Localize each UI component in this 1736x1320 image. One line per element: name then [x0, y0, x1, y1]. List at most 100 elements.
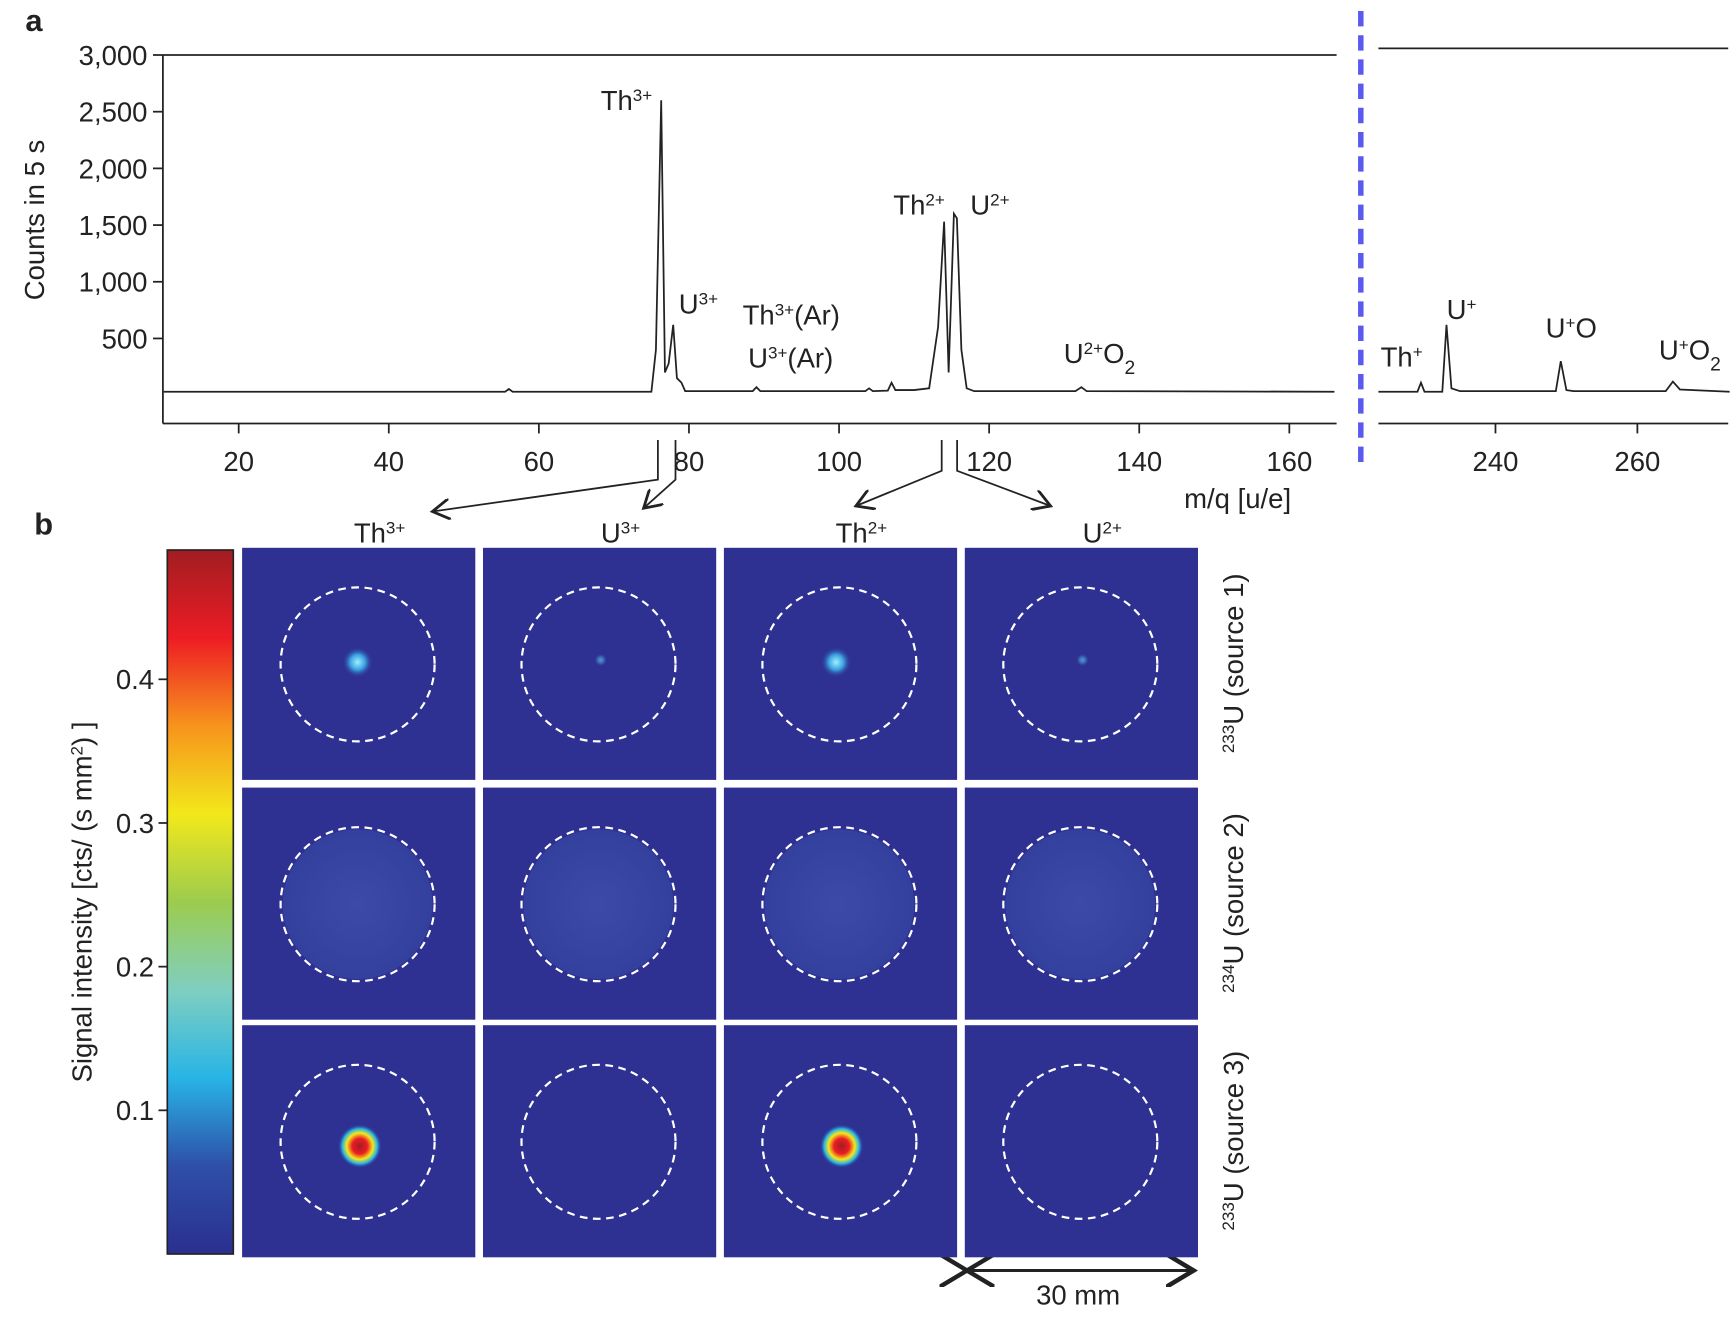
text-segment: Th	[836, 517, 868, 548]
peak-label: Th2+	[893, 190, 945, 221]
column-label: Th2+	[836, 517, 888, 548]
text-segment: U	[601, 517, 621, 548]
peak-label: U2+O2	[1064, 338, 1135, 379]
text-segment: 3+	[633, 86, 652, 105]
peak-label: Th3+(Ar)	[743, 299, 840, 330]
text-segment: 234	[1219, 965, 1238, 993]
text-segment: U	[1083, 517, 1103, 548]
y-tick-label: 2,500	[79, 97, 148, 128]
text-segment: 2+	[925, 190, 944, 209]
text-segment: 233	[1219, 725, 1238, 753]
beam-spot	[594, 653, 607, 666]
y-axis-label: Counts in 5 s	[19, 140, 50, 301]
column-label: Th3+	[354, 517, 406, 548]
text-segment: U	[970, 190, 990, 221]
text-segment: U (source 3)	[1218, 1051, 1249, 1202]
text-segment: 2+	[1084, 339, 1103, 358]
text-segment: 2	[67, 746, 86, 755]
text-segment: (Ar)	[787, 342, 833, 373]
text-segment: +	[1679, 335, 1689, 354]
text-segment: (Ar)	[794, 299, 840, 330]
text-segment: +	[1413, 342, 1423, 361]
text-segment: U (source 2)	[1218, 813, 1249, 964]
text-segment: 2+	[1103, 518, 1122, 537]
peak-label: U3+(Ar)	[748, 342, 833, 373]
text-segment: 2+	[990, 190, 1009, 209]
text-segment: 2+	[868, 518, 887, 537]
text-segment: U	[1659, 335, 1679, 366]
x-tick-label: 140	[1116, 446, 1162, 477]
row-label: 233U (source 3)	[1218, 1051, 1249, 1231]
text-segment: Th	[893, 190, 925, 221]
text-segment: 3+	[621, 518, 640, 537]
detector-image	[483, 1025, 716, 1257]
x-tick-label: 120	[966, 446, 1012, 477]
text-segment: 2	[1710, 354, 1721, 375]
text-segment: U	[1447, 294, 1467, 325]
x-tick-label: 100	[816, 446, 862, 477]
text-segment: U	[1546, 313, 1566, 344]
colorbar-tick-label: 0.1	[116, 1095, 154, 1126]
row-label: 234U (source 2)	[1218, 813, 1249, 993]
text-segment: Th	[1381, 341, 1413, 372]
x-axis-label: m/q [u/e]	[1184, 483, 1291, 514]
peak-label: U3+	[679, 288, 718, 319]
x-tick-label: 80	[674, 446, 705, 477]
beam-glow	[765, 829, 915, 979]
y-tick-label: 1,000	[79, 267, 148, 298]
text-segment: 3+	[386, 518, 405, 537]
beam-spot	[342, 647, 373, 678]
x-tick-label: 60	[524, 446, 555, 477]
page: a b 20 40 60 80 100 120 140 160 3,000 2,500 2,000 1…	[0, 0, 1736, 1320]
beam-glow	[283, 829, 433, 979]
beam-spot	[821, 647, 852, 678]
beam-glow	[1006, 829, 1156, 979]
text-segment: O	[1575, 313, 1596, 344]
panel-label: b	[34, 507, 53, 542]
y-tick-label: 2,000	[79, 153, 148, 184]
text-segment: 3+	[775, 300, 794, 319]
x-tick-label: 40	[373, 446, 404, 477]
text-segment: +	[1466, 295, 1476, 314]
text-segment: U	[748, 342, 768, 373]
row-label: 233U (source 1)	[1218, 573, 1249, 753]
colorbar-label: Signal intensity [cts/ (s mm2) ]	[66, 722, 97, 1083]
text-segment: O	[1103, 338, 1124, 369]
detector-image	[965, 1025, 1198, 1257]
text-segment: U (source 1)	[1218, 573, 1249, 724]
beam-spot	[1076, 653, 1089, 666]
text-segment: +	[1565, 313, 1575, 332]
text-segment: U	[679, 288, 699, 319]
figure: a b 20 40 60 80 100 120 140 160 3,000 2,500 2,000 1…	[0, 0, 1736, 1320]
colorbar-tick-label: 0.3	[116, 808, 154, 839]
peak-label: U2+	[970, 190, 1009, 221]
y-tick-label: 3,000	[79, 40, 148, 71]
text-segment: 3+	[699, 289, 718, 308]
x-tick-label: 260	[1614, 446, 1660, 477]
text-segment: 2	[1125, 358, 1136, 379]
text-segment: ) ]	[66, 722, 97, 746]
text-segment: 3+	[768, 343, 787, 362]
y-tick-label: 500	[102, 323, 148, 354]
peak-label: U+O	[1546, 313, 1597, 344]
beam-spot	[338, 1124, 382, 1168]
scale-bar-label: 30 mm	[1036, 1280, 1120, 1311]
x-tick-label: 160	[1266, 446, 1312, 477]
peak-label: Th3+	[601, 85, 653, 116]
beam-spot	[820, 1124, 864, 1168]
colorbar-tick-label: 0.2	[116, 952, 154, 983]
x-tick-label: 240	[1473, 446, 1519, 477]
x-tick-label: 20	[223, 446, 254, 477]
panel-label: a	[25, 3, 43, 38]
peak-label: U+O2	[1659, 335, 1721, 376]
text-segment: Th	[354, 517, 386, 548]
text-segment: U	[1064, 338, 1084, 369]
text-segment: Signal intensity [cts/ (s mm	[66, 755, 97, 1082]
beam-glow	[524, 829, 674, 979]
text-segment: O	[1689, 335, 1710, 366]
y-tick-label: 1,500	[79, 210, 148, 241]
colorbar-tick-label: 0.4	[116, 664, 154, 695]
column-label: U3+	[601, 517, 640, 548]
peak-label: U+	[1447, 294, 1477, 325]
text-segment: Th	[743, 299, 775, 330]
